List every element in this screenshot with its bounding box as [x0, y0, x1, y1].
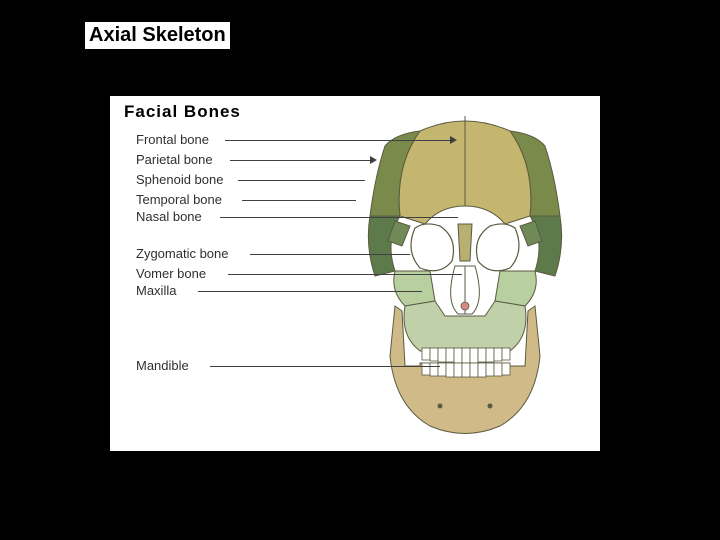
skull-illustration	[340, 106, 590, 446]
bone-label: Zygomatic bone	[136, 246, 229, 261]
zygomatic-right	[495, 271, 536, 306]
leader-line	[228, 274, 462, 275]
leader-line	[242, 200, 356, 201]
eye-socket-left	[411, 224, 454, 271]
bone-label: Mandible	[136, 358, 189, 373]
bone-label: Frontal bone	[136, 132, 209, 147]
leader-line	[210, 366, 440, 367]
leader-line	[250, 254, 410, 255]
bone-label: Vomer bone	[136, 266, 206, 281]
leader-line	[238, 180, 365, 181]
eye-socket-right	[477, 224, 520, 271]
leader-line	[220, 217, 458, 218]
bone-label: Temporal bone	[136, 192, 222, 207]
leader-line	[230, 160, 370, 161]
diagram-panel: Facial Bones	[110, 96, 600, 451]
bone-label: Parietal bone	[136, 152, 213, 167]
arrow-head-icon	[450, 136, 457, 144]
arrow-head-icon	[370, 156, 377, 164]
slide-title: Axial Skeleton	[85, 22, 230, 49]
zygomatic-left	[394, 271, 435, 306]
nasal-bone	[458, 224, 472, 261]
bone-label: Nasal bone	[136, 209, 202, 224]
diagram-title: Facial Bones	[124, 102, 241, 122]
upper-teeth	[422, 348, 510, 363]
bone-label: Sphenoid bone	[136, 172, 223, 187]
bone-label: Maxilla	[136, 283, 176, 298]
vomer	[461, 302, 469, 310]
leader-line	[198, 291, 422, 292]
leader-line	[225, 140, 450, 141]
